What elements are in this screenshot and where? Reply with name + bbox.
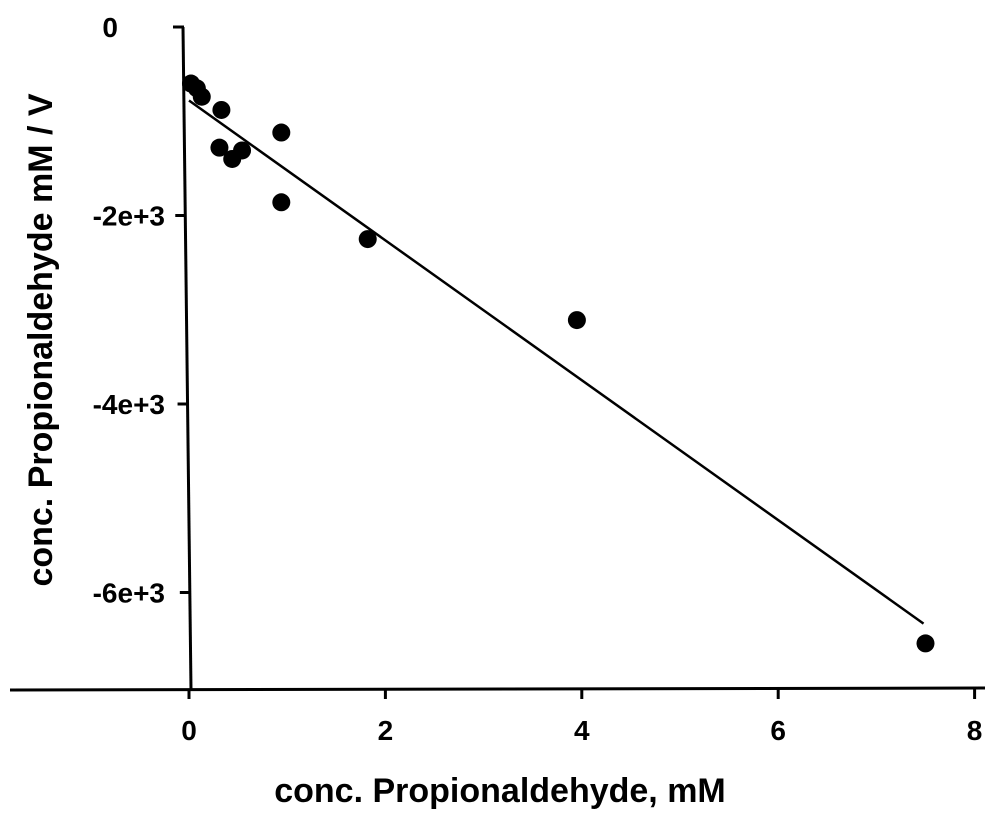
data-point [358, 230, 377, 249]
x-tick-label: 8 [967, 715, 983, 746]
x-axis-label: conc. Propionaldehyde, mM [274, 772, 726, 810]
x-axis-line [9, 686, 986, 692]
data-point [916, 634, 935, 653]
data-point [272, 123, 291, 142]
trendline-group [188, 99, 925, 625]
data-point [233, 141, 252, 160]
x-tick-label: 0 [181, 715, 197, 746]
data-point [212, 100, 231, 119]
x-tick-label: 2 [378, 715, 394, 746]
y-axis-label: conc. Propionaldehyde mM / V [22, 93, 60, 586]
data-point [272, 193, 291, 212]
x-tick-label: 6 [770, 715, 786, 746]
y-tick-label: -4e+3 [93, 389, 165, 420]
data-points [181, 74, 935, 653]
y-tick-label: -6e+3 [93, 578, 165, 609]
x-axis-ticks: 0 2 4 6 8 [181, 689, 982, 746]
x-tick-label: 4 [574, 715, 590, 746]
y-axis-line [181, 26, 193, 691]
y-tick-label: 0 [102, 12, 118, 43]
y-axis-ticks: 0 -2e+3 -4e+3 -6e+3 [93, 12, 191, 609]
y-tick-label: -2e+3 [93, 201, 165, 232]
axes [9, 26, 986, 692]
trendline [188, 99, 925, 625]
data-point [567, 311, 586, 330]
data-point [210, 138, 229, 157]
data-point [192, 87, 211, 106]
